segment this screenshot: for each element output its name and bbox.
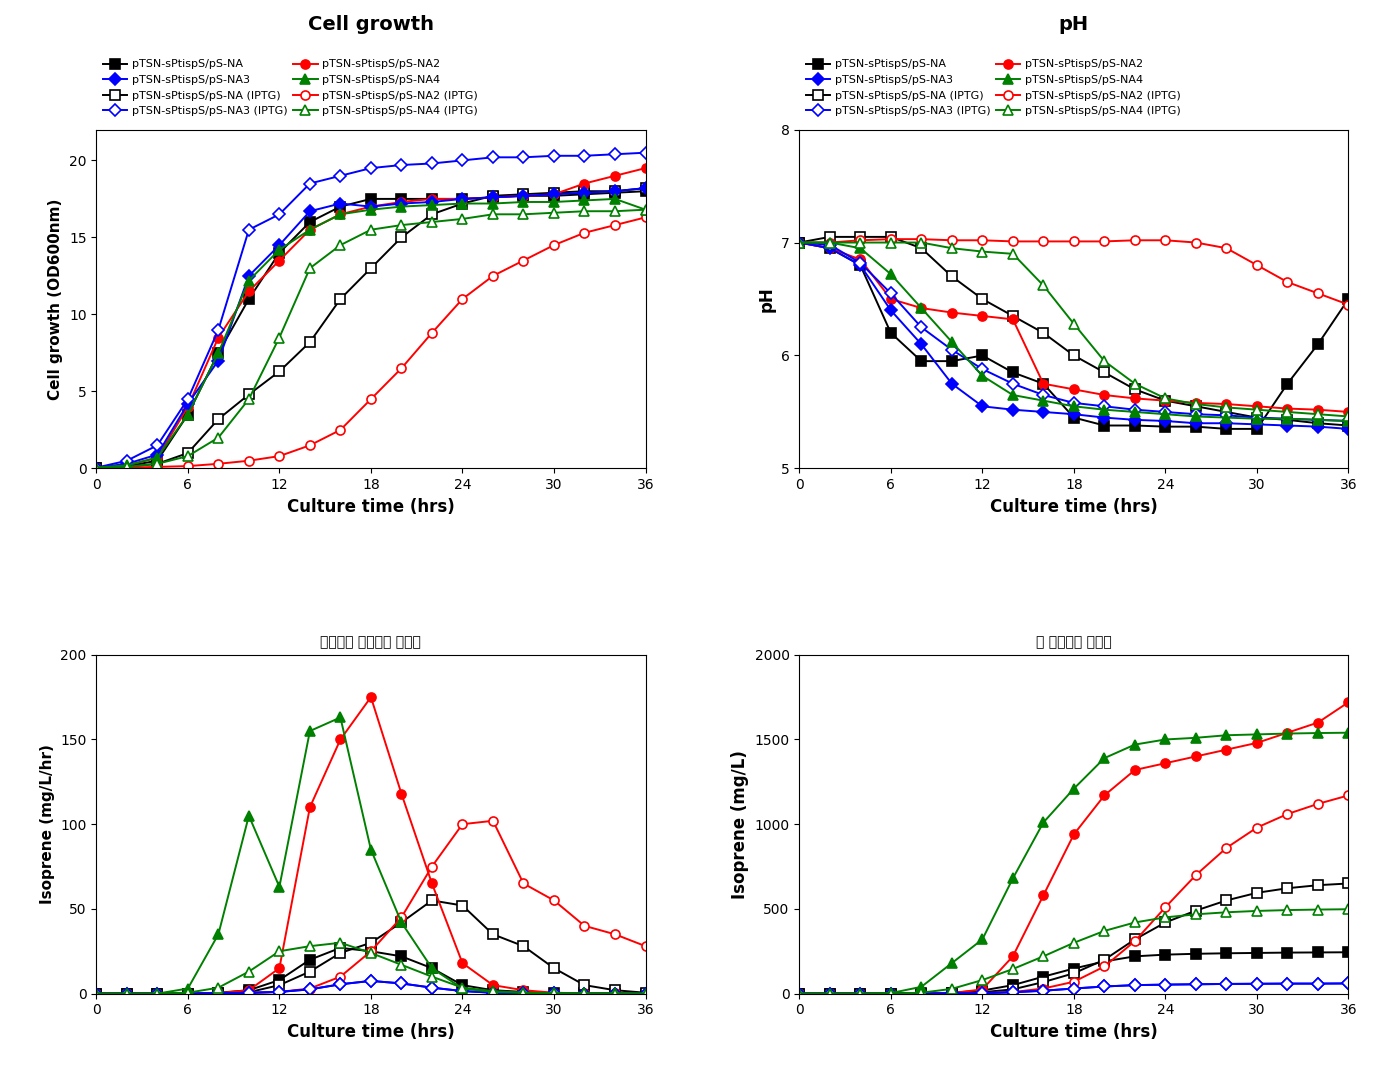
X-axis label: Culture time (hrs): Culture time (hrs) [989, 1023, 1157, 1041]
Legend: pTSN-sPtispS/pS-NA, pTSN-sPtispS/pS-NA3, pTSN-sPtispS/pS-NA (IPTG), pTSN-sPtispS: pTSN-sPtispS/pS-NA, pTSN-sPtispS/pS-NA3,… [805, 58, 1182, 118]
X-axis label: Culture time (hrs): Culture time (hrs) [989, 498, 1157, 516]
Y-axis label: Isoprene (mg/L): Isoprene (mg/L) [731, 750, 749, 899]
X-axis label: Culture time (hrs): Culture time (hrs) [288, 1023, 455, 1041]
Legend: pTSN-sPtispS/pS-NA, pTSN-sPtispS/pS-NA3, pTSN-sPtispS/pS-NA (IPTG), pTSN-sPtispS: pTSN-sPtispS/pS-NA, pTSN-sPtispS/pS-NA3,… [102, 58, 479, 118]
Title: 완 이소프렌 생산량: 완 이소프렌 생산량 [1036, 635, 1112, 649]
Y-axis label: Isoprene (mg/L/hr): Isoprene (mg/L/hr) [40, 744, 55, 904]
Title: Cell growth: Cell growth [308, 15, 433, 33]
Title: pH: pH [1058, 15, 1088, 33]
X-axis label: Culture time (hrs): Culture time (hrs) [288, 498, 455, 516]
Y-axis label: pH: pH [757, 286, 775, 312]
Y-axis label: Cell growth (OD600nm): Cell growth (OD600nm) [48, 199, 63, 400]
Title: 시간당당 이소프렌 생산량: 시간당당 이소프렌 생산량 [321, 635, 421, 649]
